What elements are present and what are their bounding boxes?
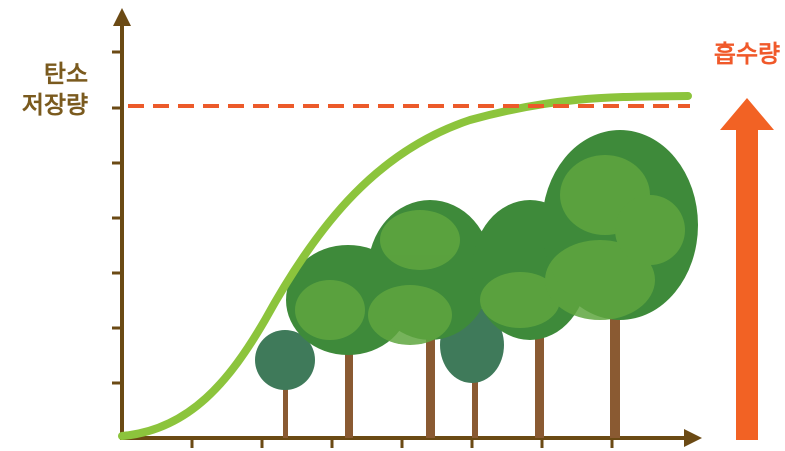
absorption-arrow-head xyxy=(720,98,774,130)
trees xyxy=(255,130,698,438)
y-label-line1: 탄소 xyxy=(44,60,88,88)
y-arrow xyxy=(113,8,131,26)
absorption-arrow-shaft xyxy=(736,128,758,440)
diagram: 탄소 저장량 흡수량 xyxy=(0,0,785,451)
y-label-line2: 저장량 xyxy=(22,91,88,119)
absorption-label: 흡수량 xyxy=(714,40,780,68)
x-arrow xyxy=(684,429,702,447)
